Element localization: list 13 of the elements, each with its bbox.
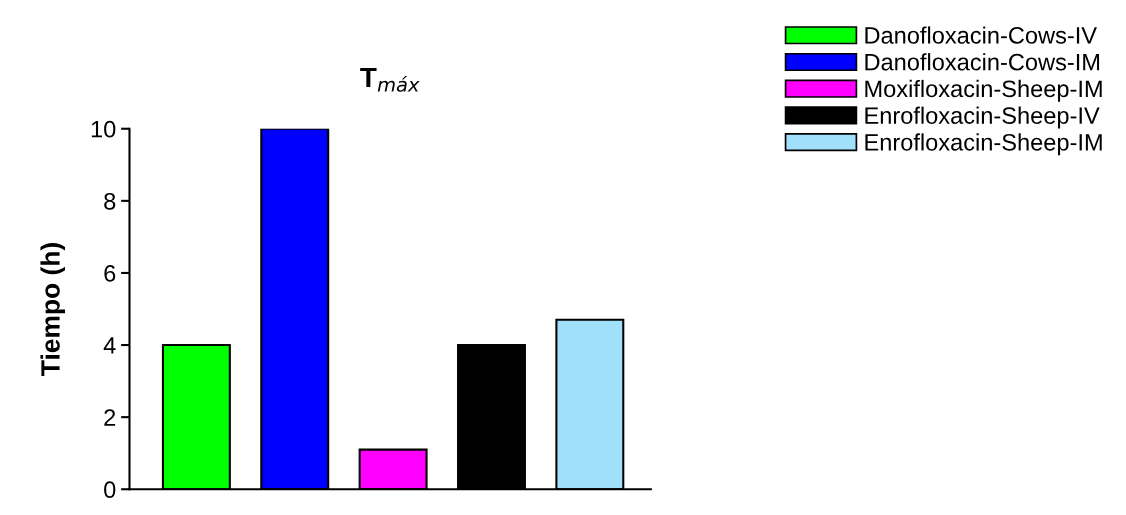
y-tick-label: 2: [104, 409, 116, 426]
y-axis-title: Tiempo (h): [40, 243, 66, 376]
y-tick-label: 6: [104, 265, 116, 282]
chart-title: T$_{máx}$: [360, 67, 420, 92]
y-tick-label: 4: [103, 337, 116, 354]
y-tick-label: 0: [104, 481, 116, 499]
legend-label: Danofloxacin-Cows-IM: [865, 53, 1100, 71]
legend-label: Enrofloxacin-Sheep-IV: [865, 106, 1100, 129]
legend-label: Enrofloxacin-Sheep-IM: [865, 133, 1102, 156]
legend-label: Danofloxacin-Cows-IV: [865, 26, 1097, 44]
y-tick-label: 8: [104, 192, 116, 210]
legend-label: Moxifloxacin-Sheep-IM: [865, 79, 1102, 102]
y-tick-label: 10: [91, 120, 116, 138]
